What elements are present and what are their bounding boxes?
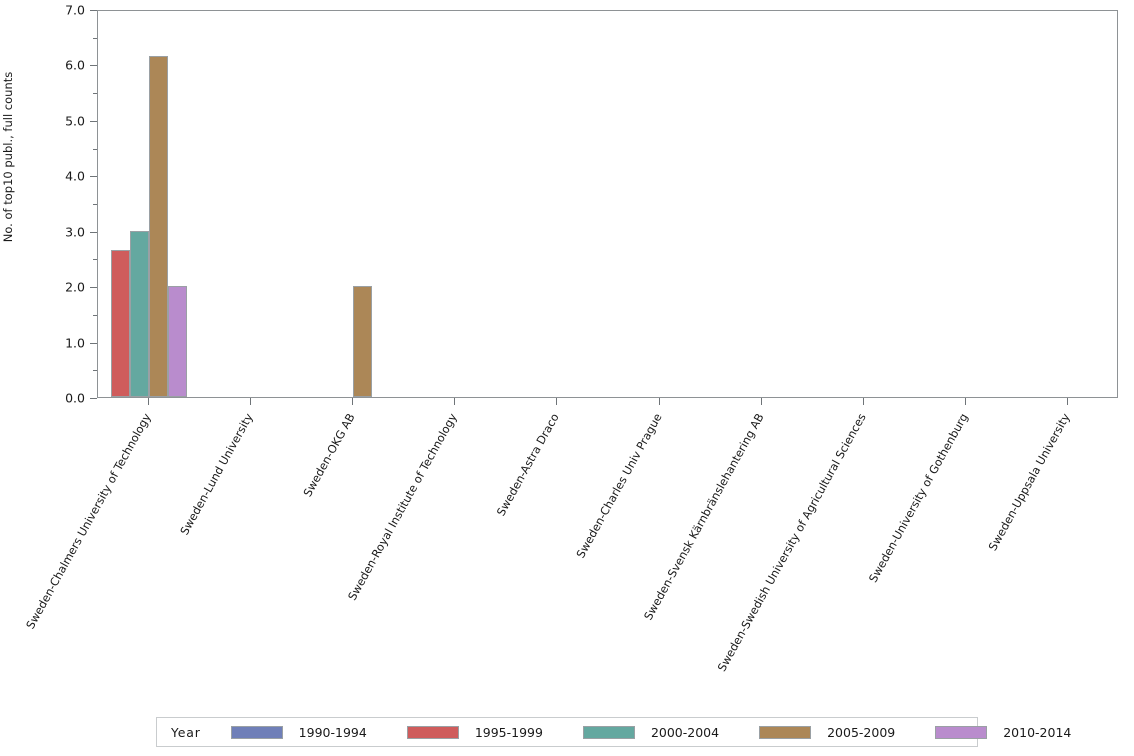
- y-tick-mark: [90, 120, 97, 122]
- legend-swatch: [230, 725, 283, 739]
- y-tick-minor-mark: [93, 314, 97, 316]
- y-tick-mark: [90, 10, 97, 11]
- x-tick-mark: [148, 398, 150, 405]
- x-tick-mark: [250, 398, 252, 405]
- legend-swatch: [935, 725, 988, 739]
- x-tick-mark: [1066, 398, 1068, 405]
- x-tick-label: Sweden-Chalmers University of Technology: [23, 411, 154, 632]
- x-tick-mark: [964, 398, 966, 405]
- x-tick-label: Sweden-Royal Institute of Technology: [346, 411, 461, 603]
- bar: [130, 230, 150, 397]
- y-axis-title: No. of top10 publ., full counts: [1, 71, 15, 243]
- y-tick-label: 4.0: [65, 168, 85, 184]
- legend-entries: 1990-1994 1995-1999 2000-2004 2005-2009 2010…: [230, 724, 1112, 740]
- x-tick-label: Sweden-Uppsala University: [986, 411, 1073, 554]
- x-tick-mark: [760, 398, 762, 405]
- x-tick-label: Sweden-Charles Univ Prague: [573, 411, 665, 561]
- x-tick-mark: [658, 398, 660, 405]
- y-tick-minor-mark: [93, 204, 97, 205]
- y-tick-label: 1.0: [65, 335, 85, 351]
- y-tick-mark: [90, 287, 97, 289]
- legend-title: Year: [171, 724, 201, 740]
- legend-label: 2000-2004: [650, 724, 720, 740]
- x-tick-label: Sweden-Lund University: [178, 411, 256, 538]
- y-tick-label: 3.0: [65, 224, 85, 240]
- legend-label: 2005-2009: [827, 724, 896, 740]
- x-tick-mark: [454, 398, 456, 405]
- x-tick-mark: [556, 398, 558, 405]
- bar: [353, 286, 373, 397]
- y-tick-minor-mark: [93, 148, 97, 150]
- chart-legend: Year 1990-1994 1995-1999 2000-2004 2005-200…: [156, 717, 1071, 747]
- y-tick-label: 7.0: [65, 2, 85, 18]
- y-tick-label: 2.0: [65, 279, 85, 295]
- legend-label: 1990-1994: [298, 724, 367, 740]
- bar: [111, 250, 131, 397]
- legend-swatch: [406, 725, 459, 739]
- y-tick-mark: [90, 398, 97, 399]
- x-tick-label: Sweden-Svensk Kärnbränslehantering AB: [641, 411, 767, 623]
- y-tick-mark: [90, 342, 97, 344]
- legend-entry[interactable]: 2000-2004: [582, 724, 720, 740]
- x-tick-label: Sweden-University of Gothenburg: [866, 411, 971, 585]
- x-tick-mark: [862, 398, 864, 405]
- y-tick-minor-mark: [93, 370, 97, 372]
- y-tick-mark: [90, 176, 97, 178]
- y-tick-minor-mark: [93, 93, 97, 95]
- legend-entry[interactable]: 1995-1999: [406, 724, 543, 740]
- legend-label: 1995-1999: [474, 724, 543, 740]
- y-tick-minor-mark: [93, 37, 97, 39]
- legend-entry[interactable]: 2005-2009: [759, 725, 895, 740]
- y-tick-mark: [90, 65, 97, 67]
- y-tick-minor-mark: [93, 259, 97, 261]
- bar: [149, 56, 169, 397]
- legend-entry[interactable]: 2010-2014: [935, 725, 1071, 740]
- legend-entry[interactable]: 1990-1994: [230, 724, 367, 740]
- y-tick-mark: [90, 231, 97, 233]
- plot-frame: [97, 10, 1118, 398]
- y-tick-label: 6.0: [65, 57, 85, 73]
- bar: [168, 286, 188, 397]
- x-tick-mark: [352, 398, 354, 405]
- x-tick-label: Sweden-OKG AB: [301, 411, 358, 500]
- legend-swatch: [759, 725, 812, 739]
- x-tick-label: Sweden-Astra Draco: [494, 411, 563, 519]
- legend-label: 2010-2014: [1003, 724, 1072, 740]
- legend-swatch: [582, 725, 635, 739]
- y-tick-label: 5.0: [65, 113, 85, 129]
- y-tick-label: 0.0: [65, 390, 85, 406]
